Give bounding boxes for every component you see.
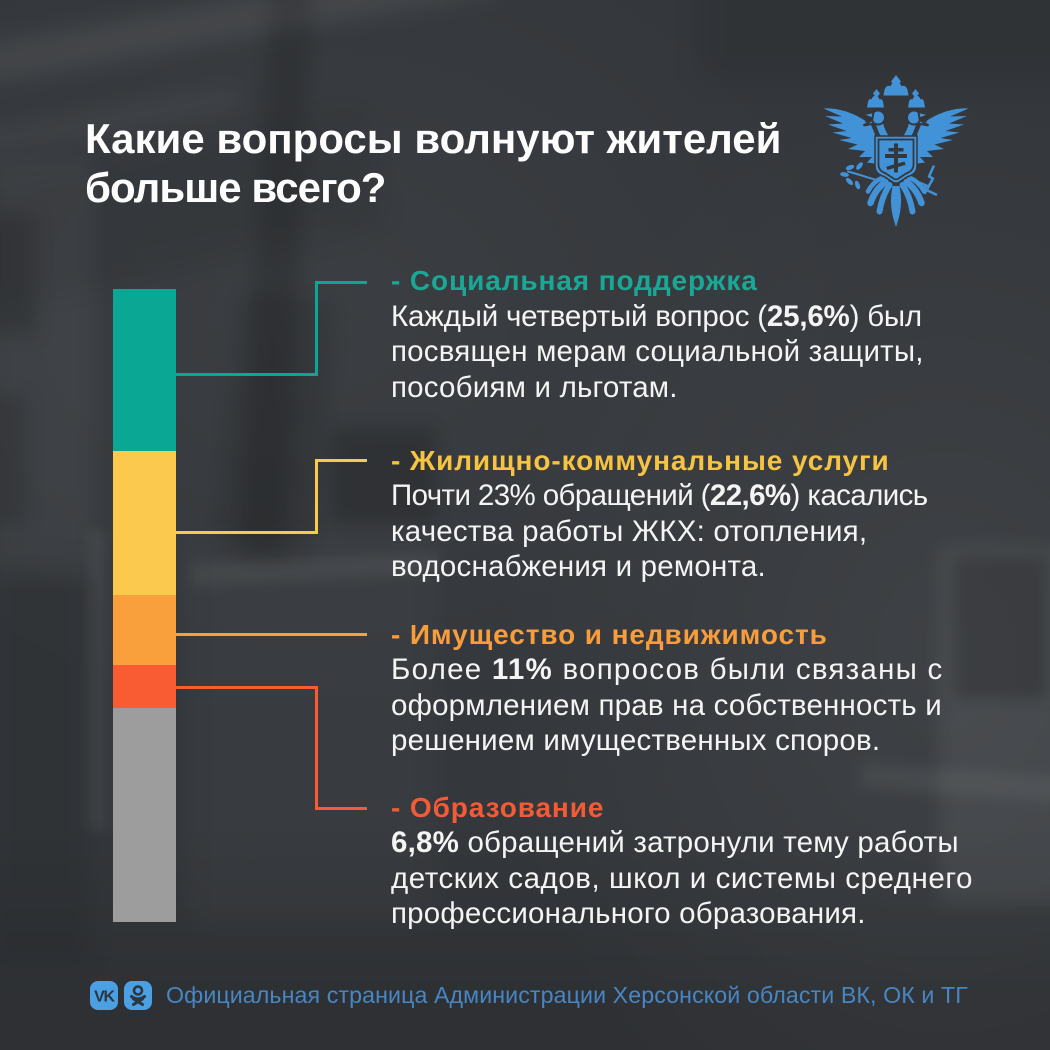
svg-text:VK: VK [94,989,115,1006]
